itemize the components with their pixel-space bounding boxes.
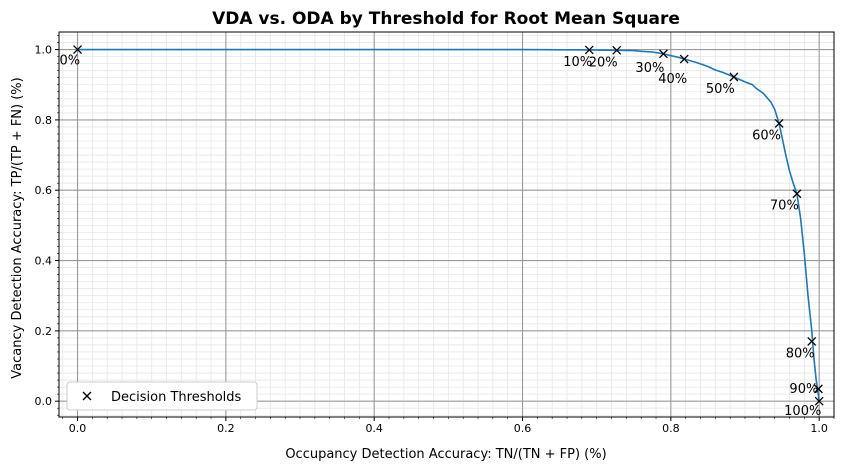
threshold-label: 100% xyxy=(784,404,821,419)
x-axis-label: Occupancy Detection Accuracy: TN/(TN + F… xyxy=(285,447,606,462)
threshold-label: 70% xyxy=(770,199,799,214)
threshold-label: 10% xyxy=(563,55,592,70)
x-tick-label: 0.4 xyxy=(365,422,383,435)
axis-ticks: 0.0 0.2 0.4 0.6 0.8 1.0 0.0 0.2 0.4 0.6 0.8 1.0 xyxy=(35,35,835,435)
plot-area: 0% 10%20% 30%40% 50% 60% 70% 80% 90% 100% xyxy=(60,45,824,419)
threshold-label: 0% xyxy=(60,54,81,69)
threshold-label: 50% xyxy=(706,82,735,97)
threshold-label: 90% xyxy=(789,382,818,397)
threshold-label: 80% xyxy=(786,346,815,361)
threshold-marker xyxy=(658,49,668,59)
x-tick-label: 1.0 xyxy=(810,422,828,435)
threshold-marker xyxy=(73,45,83,55)
plot-frame xyxy=(58,31,835,418)
threshold-marker xyxy=(774,118,784,128)
threshold-marker xyxy=(612,45,622,55)
legend-marker-icon xyxy=(82,391,92,401)
grid xyxy=(59,32,835,417)
chart-title: VDA vs. ODA by Threshold for Root Mean S… xyxy=(212,9,680,29)
threshold-marker xyxy=(584,45,594,55)
x-tick-label: 0.0 xyxy=(69,422,87,435)
threshold-marker xyxy=(814,396,824,406)
legend: Decision Thresholds xyxy=(66,381,258,411)
threshold-marker xyxy=(807,336,817,346)
y-tick-label: 0.6 xyxy=(35,184,53,197)
threshold-marker xyxy=(729,72,739,82)
threshold-marker xyxy=(679,54,689,64)
threshold-label: 20% xyxy=(589,55,618,70)
threshold-marker xyxy=(813,384,823,394)
y-tick-label: 0.2 xyxy=(35,325,53,338)
roc-curve-line xyxy=(77,48,820,402)
threshold-label: 60% xyxy=(752,128,781,143)
threshold-label: 40% xyxy=(658,72,687,87)
y-tick-label: 0.0 xyxy=(35,395,53,408)
legend-entry: Decision Thresholds xyxy=(111,390,242,405)
y-tick-label: 0.8 xyxy=(35,114,53,127)
y-axis-label: Vacancy Detection Accuracy: TP/(TP + FN)… xyxy=(10,77,25,378)
y-tick-label: 0.4 xyxy=(35,255,53,268)
threshold-marker xyxy=(792,189,802,199)
threshold-label: 30% xyxy=(635,61,664,76)
x-tick-label: 0.2 xyxy=(217,422,235,435)
legend-box xyxy=(66,381,258,411)
y-tick-label: 1.0 xyxy=(35,44,53,57)
x-tick-label: 0.6 xyxy=(514,422,532,435)
x-tick-label: 0.8 xyxy=(662,422,680,435)
